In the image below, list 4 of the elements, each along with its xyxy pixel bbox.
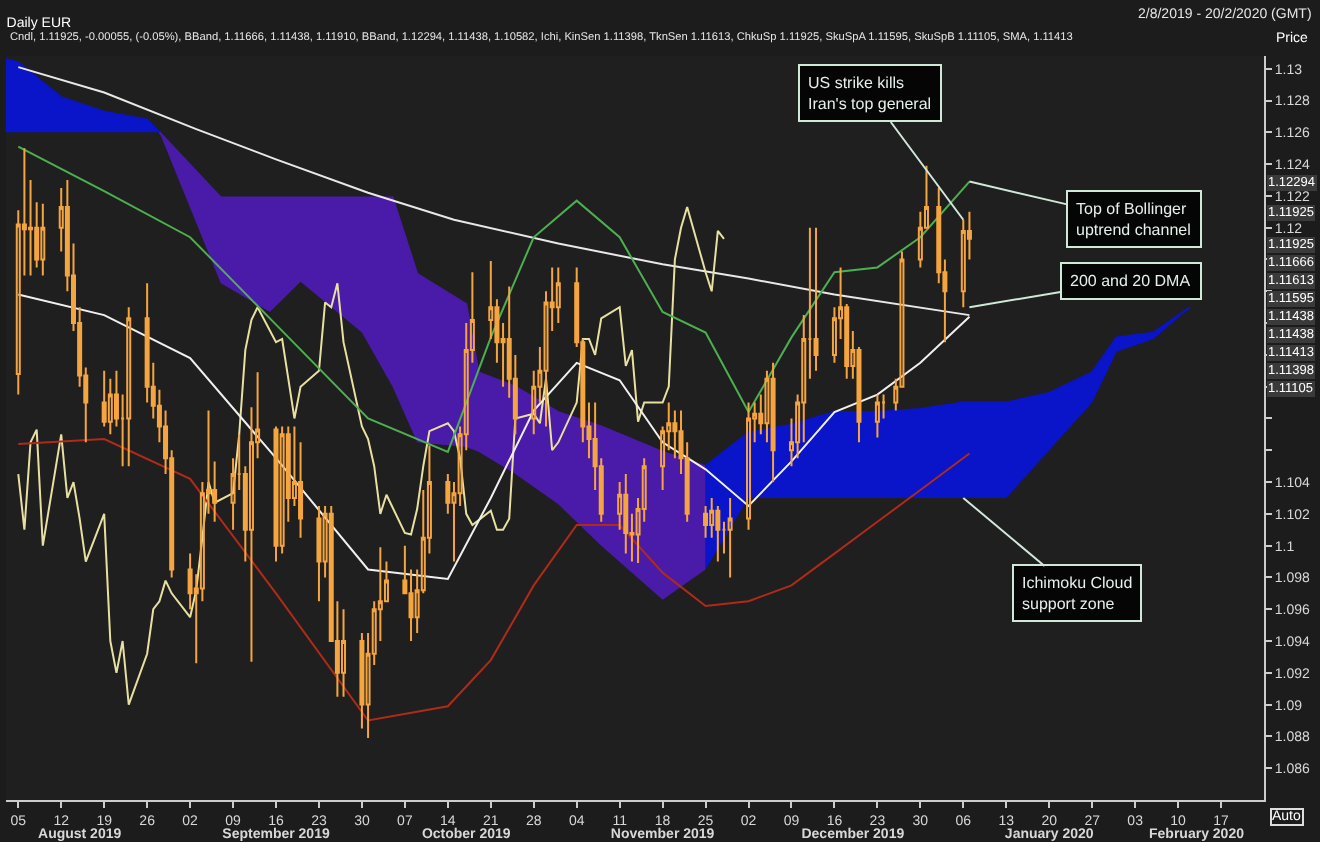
annotation: Ichimoku Cloud support zone — [1022, 574, 1133, 613]
annotation: US strike kills Iran's top general — [808, 74, 932, 113]
annotation: Top of Bollinger uptrend channel — [1076, 200, 1192, 239]
annotation: 200 and 20 DMA — [1070, 272, 1192, 290]
